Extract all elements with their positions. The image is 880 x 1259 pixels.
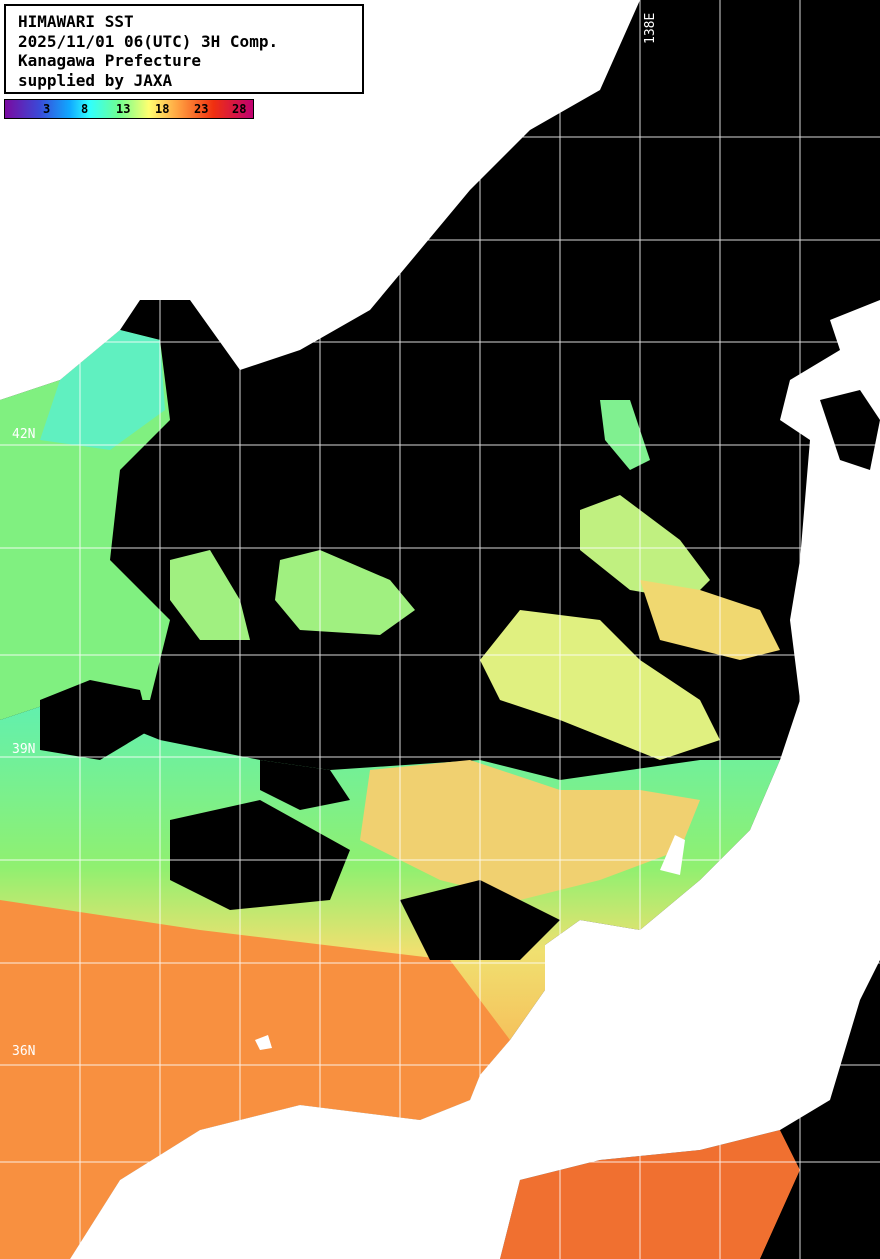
land-interior-lake — [820, 390, 880, 470]
colorbar-tick: 8 — [81, 102, 89, 116]
sst-patch-4 — [480, 610, 720, 760]
lat-label-39n: 39N — [12, 742, 36, 757]
title-organization: Kanagawa Prefecture — [18, 51, 202, 70]
colorbar-tick: 28 — [232, 102, 247, 116]
sst-cold-eddy — [40, 680, 150, 760]
sst-gap-1 — [170, 800, 350, 910]
sst-pacific-east — [760, 960, 880, 1259]
land-honshu — [70, 300, 880, 1259]
land-sado-island — [660, 835, 685, 875]
title-box: HIMAWARI SST 2025/11/01 06(UTC) 3H Comp.… — [4, 4, 364, 94]
sst-patch-5 — [600, 400, 650, 470]
colorbar-tick: 3 — [43, 102, 51, 116]
title-product: HIMAWARI SST — [18, 12, 134, 31]
colorbar-tick: 23 — [194, 102, 209, 116]
colorbar-tick: 13 — [116, 102, 131, 116]
lon-label-138e: 138E — [643, 12, 658, 44]
title-datetime: 2025/11/01 06(UTC) 3H Comp. — [18, 31, 279, 51]
sst-west-cyan — [40, 330, 165, 450]
sst-patch-2 — [170, 550, 250, 640]
colorbar-tick: 18 — [155, 102, 170, 116]
sst-patch-1 — [275, 550, 415, 635]
lat-label-36n: 36N — [12, 1044, 36, 1059]
title-supplier: supplied by JAXA — [18, 70, 173, 90]
sst-patch-6 — [640, 580, 780, 660]
land-oki-island — [255, 1035, 272, 1050]
land-island-north — [165, 115, 215, 165]
temperature-colorbar: 3 8 13 18 23 28 — [4, 99, 254, 119]
sst-patch-7 — [360, 760, 700, 900]
sst-gap-3 — [260, 760, 350, 810]
lat-label-42n: 42N — [12, 427, 36, 442]
sst-south-orange — [0, 900, 510, 1259]
